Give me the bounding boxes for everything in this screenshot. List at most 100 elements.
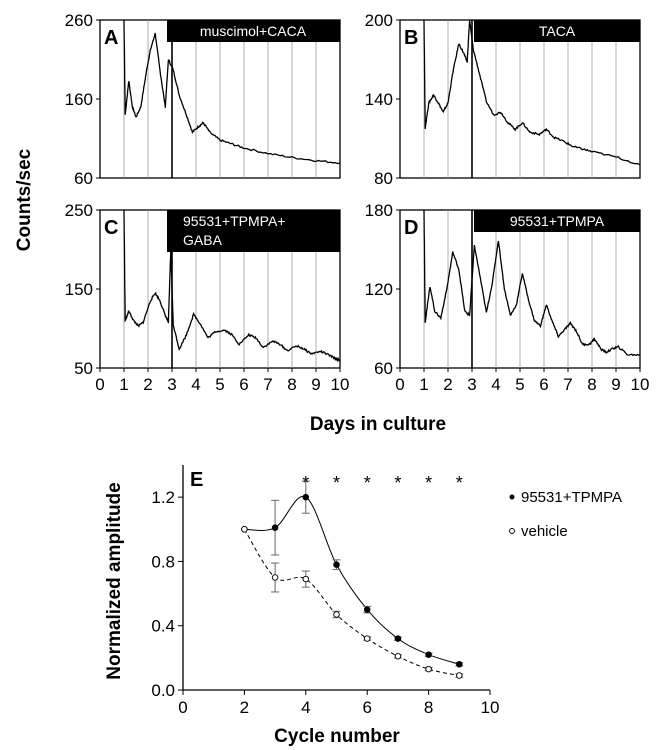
panel-e: Normalized amplitude Cycle number E 0.00…	[104, 465, 622, 747]
panel-d-xtick-label: 8	[587, 375, 596, 394]
top-y-axis-label: Counts/sec	[14, 148, 35, 251]
panel-a-treatment-label: muscimol+CACA	[200, 23, 307, 39]
panel-d-xtick-label: 4	[491, 375, 500, 394]
panel-e-plot: 0.0 0.4 0.8 1.2 0 2 4 6 8 10 * * * * * *	[151, 473, 499, 717]
legend-open-label: vehicle	[521, 523, 568, 540]
panel-d-xtick-label: 6	[539, 375, 548, 394]
series-vehicle-point	[302, 575, 310, 583]
panel-c-xtick-label: 7	[263, 375, 272, 394]
panel-c-ytick-label: 50	[74, 359, 93, 378]
panel-d-xtick-label: 1	[419, 375, 428, 394]
panel-c-treatment-label-1: 95531+TPMPA+	[183, 213, 285, 229]
series-vehicle-point	[456, 672, 463, 679]
panel-c-ytick-label: 250	[65, 201, 93, 220]
legend: 95531+TPMPA vehicle	[509, 489, 622, 540]
panel-e-ytick-label: 1.2	[151, 488, 175, 507]
panel-c-xtick-label: 10	[331, 375, 350, 394]
panel-b-yticks: 80 140 200	[365, 11, 400, 188]
panel-e-x-axis-label: Cycle number	[274, 726, 400, 747]
panel-e-xtick-label: 8	[424, 698, 433, 717]
legend-open-marker	[509, 528, 515, 534]
panel-c-xticks: 0 1 2 3 4 5 6 7 8 9 10	[95, 368, 349, 394]
significance-star: *	[364, 473, 371, 493]
panel-a-treatment-bar	[167, 20, 340, 42]
panel-d-xtick-label: 7	[563, 375, 572, 394]
significance-star: *	[394, 473, 401, 493]
panel-c-xtick-label: 0	[95, 375, 104, 394]
panel-d-trace	[423, 209, 641, 357]
panel-b-treatment-bar	[474, 20, 640, 42]
panel-e-axes	[182, 465, 490, 691]
series-vehicle-point	[363, 635, 371, 642]
panel-b-letter: B	[404, 27, 418, 49]
panel-e-ytick-label: 0.4	[151, 617, 175, 636]
series-treated-point	[271, 524, 279, 531]
significance-star: *	[302, 473, 309, 493]
panel-d-ytick-label: 180	[365, 201, 393, 220]
panel-c-trace	[123, 209, 341, 363]
panel-d-yticks: 60 120 180	[365, 201, 400, 378]
series-treated-point	[394, 635, 402, 642]
panel-c-treatment-bar	[167, 210, 340, 252]
panel-c-xtick-label: 5	[215, 375, 224, 394]
panel-d-xtick-label: 9	[611, 375, 620, 394]
series-vehicle-point	[394, 653, 402, 660]
series-vehicle-point	[271, 574, 279, 581]
panel-b-ytick-label: 140	[365, 90, 393, 109]
series-treated-point	[302, 493, 310, 501]
panel-e-xtick-label: 10	[481, 698, 500, 717]
series-vehicle-point	[241, 526, 248, 533]
panel-c-xtick-label: 4	[191, 375, 200, 394]
panel-c-treatment-label-2: GABA	[183, 232, 223, 248]
panel-c-xtick-label: 3	[167, 375, 176, 394]
panel-a-yticks: 60 160 260	[65, 11, 100, 188]
panel-b-gridlines	[423, 20, 617, 178]
panel-c-xtick-label: 1	[119, 375, 128, 394]
panel-d-xtick-label: 3	[467, 375, 476, 394]
panel-d-xtick-label: 5	[515, 375, 524, 394]
panel-e-xtick-label: 6	[362, 698, 371, 717]
panel-a: muscimol+CACA A 60 160 260	[65, 11, 341, 188]
significance-star: *	[425, 473, 432, 493]
panel-b-ytick-label: 80	[374, 169, 393, 188]
panel-e-ytick-label: 0.8	[151, 552, 175, 571]
panel-e-y-axis-label: Normalized amplitude	[104, 482, 125, 679]
series-treated-point	[456, 661, 463, 668]
panel-b-ytick-label: 200	[365, 11, 393, 30]
panel-c-ytick-label: 150	[65, 280, 93, 299]
series-vehicle-point	[425, 665, 432, 673]
series-treated-point	[425, 651, 432, 658]
panel-e-letter: E	[190, 469, 203, 491]
panel-c-xtick-label: 8	[287, 375, 296, 394]
panel-c-yticks: 50 150 250	[65, 201, 100, 378]
panel-a-letter: A	[104, 27, 118, 49]
panel-a-gridlines	[123, 20, 317, 178]
panel-c-xtick-label: 6	[239, 375, 248, 394]
legend-filled-marker	[509, 494, 515, 500]
series-treated-point	[333, 561, 340, 568]
top-x-axis-label: Days in culture	[310, 414, 446, 435]
panel-c-xtick-label: 9	[311, 375, 320, 394]
panel-a-ytick-label: 260	[65, 11, 93, 30]
panel-d-ytick-label: 60	[374, 359, 393, 378]
panel-b: TACA B 80 140 200	[365, 11, 641, 188]
panel-d-treatment-label: 95531+TPMPA	[510, 213, 605, 229]
panel-d-letter: D	[404, 217, 418, 239]
panel-b-trace	[423, 19, 641, 166]
panel-d-xtick-label: 10	[631, 375, 650, 394]
panel-e-xtick-label: 4	[301, 698, 310, 717]
panel-e-ytick-label: 0.0	[151, 681, 175, 700]
panel-d: 95531+TPMPA D 60 120 180 0 1 2 3 4 5 6 7 8 9 10	[365, 201, 650, 394]
panel-b-treatment-label: TACA	[539, 23, 576, 39]
panel-d-xticks: 0 1 2 3 4 5 6 7 8 9 10	[395, 368, 649, 394]
significance-star: *	[333, 473, 340, 493]
panel-e-xtick-label: 2	[240, 698, 249, 717]
panel-e-xtick-label: 0	[178, 698, 187, 717]
series-treated-point	[363, 606, 371, 613]
legend-filled-label: 95531+TPMPA	[521, 489, 622, 506]
panel-d-xtick-label: 0	[395, 375, 404, 394]
panel-c-letter: C	[104, 217, 118, 239]
panel-d-treatment-bar	[474, 210, 640, 232]
